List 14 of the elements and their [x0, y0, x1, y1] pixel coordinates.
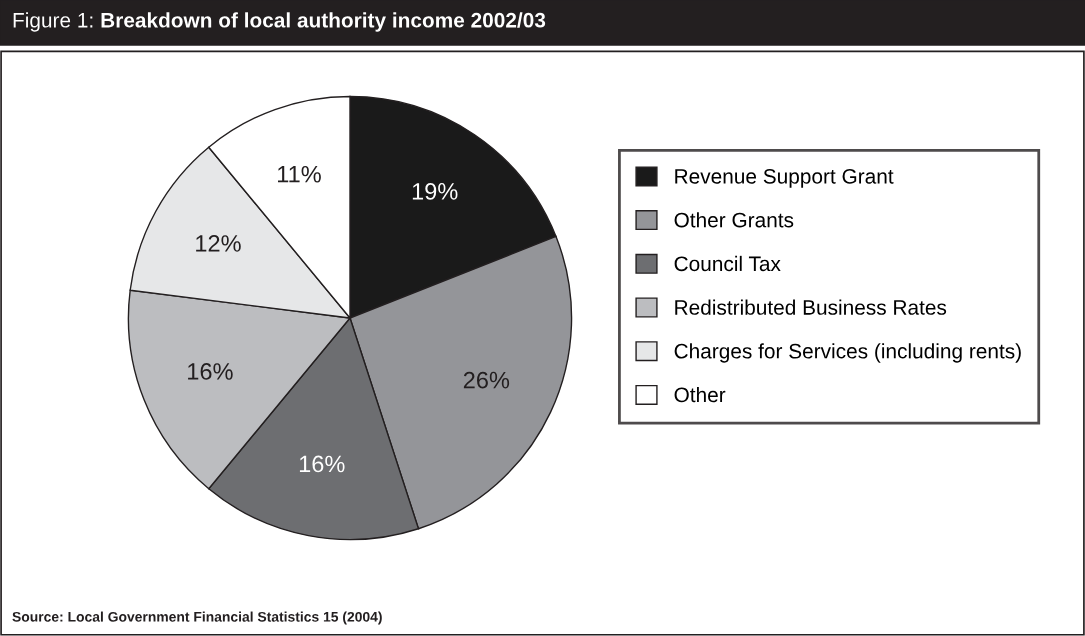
legend-label: Redistributed Business Rates: [675, 299, 947, 315]
data-label: 19%: [412, 183, 458, 200]
legend-label: Revenue Support Grant: [675, 168, 894, 188]
legend-label: Charges for Services (including rents): [674, 343, 1021, 363]
data-label: 16%: [188, 363, 233, 380]
chart-title: Figure 1: Breakdown of local authority income 2002/03: [13, 12, 546, 32]
legend-label: Other Grants: [674, 212, 794, 228]
legend-label: Council Tax: [674, 255, 781, 272]
data-label: 12%: [196, 235, 241, 252]
data-label: 16%: [299, 455, 345, 473]
legend-label: Other: [674, 386, 726, 403]
source-note: Source: Local Government Financial Statistics 15 (2004): [12, 611, 382, 625]
data-label: 26%: [463, 371, 510, 389]
data-label: 11%: [278, 165, 321, 183]
